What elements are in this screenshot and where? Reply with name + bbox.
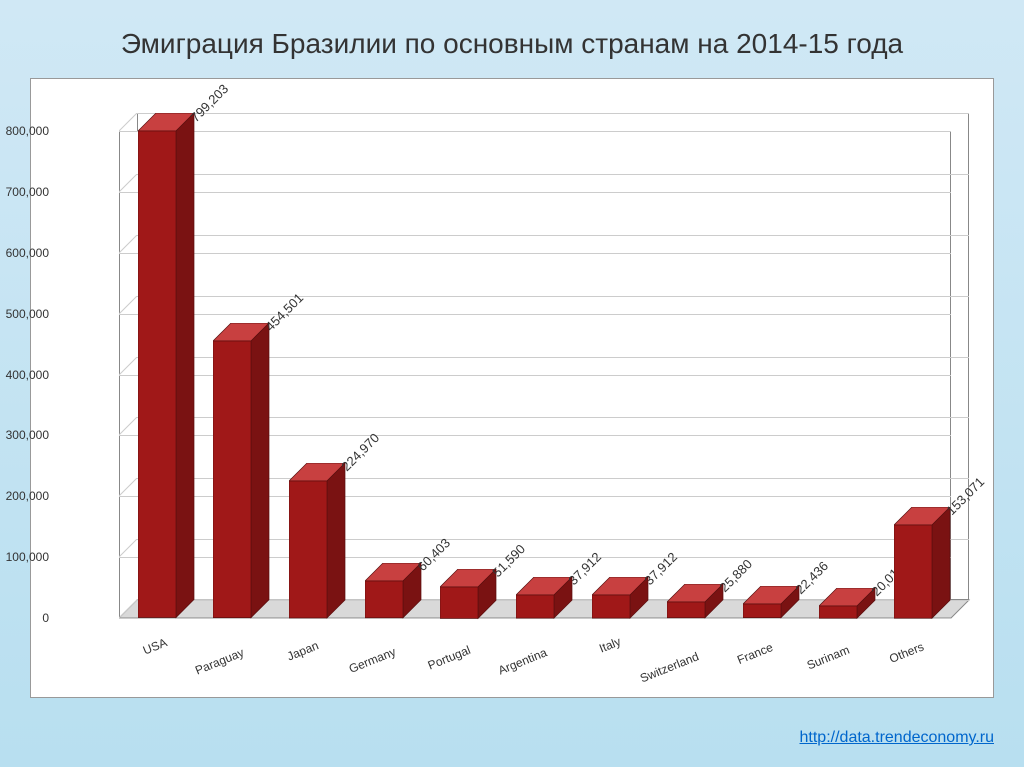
bar [440,569,498,620]
gridline-back [137,113,969,114]
chart-container: 799,203454,501224,97060,40351,59037,9123… [30,78,994,698]
chart-title: Эмиграция Бразилии по основным странам н… [0,0,1024,60]
x-tick-label: Japan [285,638,321,663]
x-tick-label: Others [887,639,926,665]
x-tick-label: Portugal [426,643,473,673]
plot-area: 799,203454,501224,97060,40351,59037,9123… [119,113,969,618]
bar [667,584,725,620]
x-tick-label: Switzerland [638,649,701,685]
gridline-back [137,296,969,297]
slide: Эмиграция Бразилии по основным странам н… [0,0,1024,767]
x-tick-label: Germany [347,644,398,675]
bar [592,577,650,620]
gridline [119,314,951,315]
gridline [119,131,951,132]
bar [819,588,877,620]
x-tick-label: France [735,640,775,667]
y-tick-label: 300,000 [0,428,49,442]
bar [894,507,952,620]
y-tick-label: 700,000 [0,185,49,199]
bar [365,563,423,620]
source-link[interactable]: http://data.trendeconomy.ru [800,729,994,747]
y-tick-label: 200,000 [0,489,49,503]
gridline [119,192,951,193]
y-tick-label: 800,000 [0,124,49,138]
x-tick-label: USA [141,635,169,657]
y-tick-label: 0 [0,611,49,625]
y-tick-label: 400,000 [0,368,49,382]
y-tick-label: 600,000 [0,246,49,260]
gridline-back [137,174,969,175]
bar [138,113,196,620]
gridline-back [137,235,969,236]
bar [289,463,347,620]
bar [516,577,574,620]
x-tick-label: Paraguay [194,645,247,677]
y-tick-label: 500,000 [0,307,49,321]
y-tick-label: 100,000 [0,550,49,564]
gridline [119,253,951,254]
bar [213,323,271,620]
x-tick-label: Surinam [804,643,851,673]
x-tick-label: Italy [597,634,623,655]
x-tick-label: Argentina [496,645,549,677]
bar [743,586,801,620]
